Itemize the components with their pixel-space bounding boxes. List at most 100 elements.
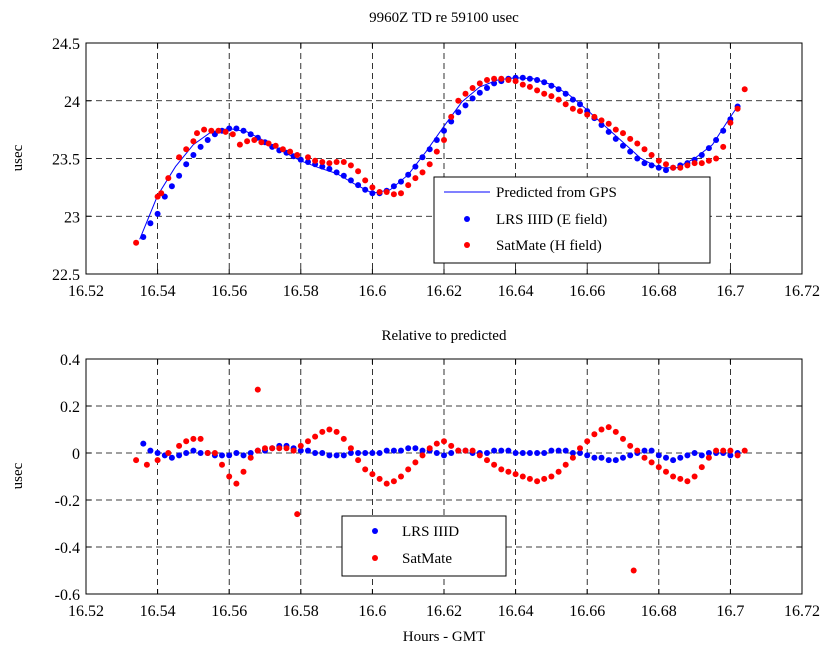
data-point bbox=[412, 175, 419, 182]
data-point bbox=[390, 478, 397, 485]
data-point bbox=[244, 138, 251, 145]
data-point bbox=[476, 89, 483, 96]
chart-bottom-legend: LRS IIID SatMate bbox=[341, 515, 507, 577]
data-point bbox=[684, 452, 691, 459]
data-point bbox=[555, 86, 562, 93]
data-point bbox=[491, 461, 498, 468]
data-point bbox=[484, 85, 490, 91]
data-point bbox=[469, 447, 476, 454]
data-point bbox=[655, 164, 662, 171]
data-point bbox=[276, 445, 283, 452]
data-point bbox=[605, 457, 612, 464]
data-point bbox=[294, 152, 301, 158]
data-point bbox=[262, 445, 268, 452]
data-point bbox=[677, 454, 684, 461]
data-point bbox=[627, 135, 634, 142]
data-point bbox=[441, 137, 447, 143]
data-point bbox=[648, 459, 655, 466]
data-point bbox=[469, 95, 476, 102]
data-point bbox=[548, 473, 555, 480]
data-point bbox=[598, 454, 605, 461]
data-point bbox=[219, 452, 225, 459]
data-point bbox=[305, 438, 311, 445]
data-point bbox=[562, 90, 569, 97]
data-point bbox=[670, 457, 677, 464]
data-point bbox=[734, 452, 741, 459]
data-point bbox=[369, 471, 376, 478]
y-tick-label: 23.5 bbox=[52, 152, 80, 169]
data-point bbox=[355, 457, 362, 464]
data-point bbox=[190, 435, 197, 442]
data-point bbox=[233, 450, 240, 456]
legend-lrs-label: LRS IIID (E field) bbox=[496, 212, 607, 228]
data-point bbox=[634, 447, 641, 454]
y-tick-label: 24.5 bbox=[52, 36, 80, 53]
data-point bbox=[208, 127, 215, 134]
y-tick-label: 0 bbox=[72, 446, 80, 463]
data-point bbox=[305, 154, 311, 161]
x-tick-label: 16.64 bbox=[498, 283, 534, 300]
data-point bbox=[591, 431, 598, 438]
data-point bbox=[143, 461, 150, 468]
data-point bbox=[405, 182, 412, 189]
data-point bbox=[419, 169, 426, 176]
data-point bbox=[526, 75, 533, 82]
data-point bbox=[562, 447, 569, 454]
data-point bbox=[176, 452, 183, 459]
data-point bbox=[670, 473, 677, 480]
data-point bbox=[340, 435, 347, 442]
data-point bbox=[720, 127, 727, 134]
x-tick-label: 16.72 bbox=[784, 283, 820, 300]
data-point bbox=[441, 438, 447, 445]
data-point bbox=[534, 450, 541, 456]
data-point bbox=[297, 447, 304, 454]
data-point bbox=[462, 90, 469, 97]
data-point bbox=[598, 426, 605, 433]
data-point bbox=[491, 75, 498, 82]
data-point bbox=[219, 461, 225, 468]
data-point bbox=[226, 473, 233, 480]
data-point bbox=[362, 177, 369, 184]
data-point bbox=[183, 450, 190, 456]
data-point bbox=[727, 447, 734, 454]
data-point bbox=[548, 82, 555, 89]
data-point bbox=[369, 190, 376, 197]
data-point bbox=[512, 471, 519, 478]
data-point bbox=[691, 160, 698, 167]
data-point bbox=[183, 161, 190, 168]
data-point bbox=[698, 452, 705, 459]
data-point bbox=[183, 438, 190, 445]
data-point bbox=[612, 126, 619, 133]
data-point bbox=[498, 447, 505, 454]
legend-satmate-swatch bbox=[372, 555, 378, 561]
data-point bbox=[176, 442, 183, 449]
chart-top-series bbox=[133, 74, 748, 246]
data-point bbox=[705, 157, 712, 164]
data-point bbox=[612, 428, 619, 435]
data-point bbox=[390, 183, 397, 190]
data-point bbox=[297, 442, 304, 449]
data-point bbox=[398, 190, 404, 197]
data-point bbox=[176, 154, 183, 161]
data-point bbox=[312, 157, 319, 164]
data-point bbox=[147, 220, 154, 227]
data-point bbox=[269, 445, 276, 452]
data-point bbox=[294, 511, 301, 518]
data-point bbox=[620, 435, 626, 442]
data-point bbox=[634, 155, 641, 162]
data-point bbox=[548, 447, 555, 454]
data-point bbox=[648, 447, 655, 454]
data-point bbox=[233, 480, 240, 487]
data-point bbox=[691, 473, 698, 480]
data-point bbox=[272, 142, 279, 149]
data-point bbox=[369, 450, 376, 456]
data-point bbox=[215, 127, 222, 134]
data-point bbox=[620, 142, 626, 149]
data-point bbox=[705, 454, 712, 461]
data-point bbox=[641, 146, 648, 153]
data-point bbox=[319, 163, 326, 170]
data-point bbox=[519, 473, 526, 480]
data-point bbox=[229, 131, 236, 138]
data-point bbox=[433, 450, 440, 456]
